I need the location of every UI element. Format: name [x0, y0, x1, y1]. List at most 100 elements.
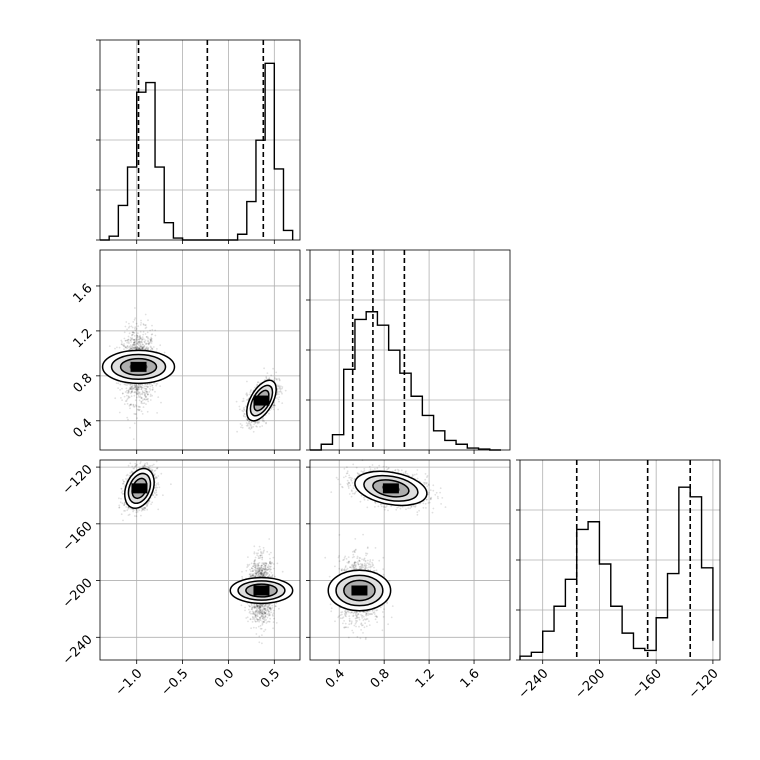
scatter-point	[130, 404, 133, 406]
scatter-point	[150, 339, 152, 342]
scatter-point	[146, 346, 148, 348]
scatter-point	[279, 390, 282, 393]
scatter-point	[129, 348, 132, 350]
scatter-point	[246, 419, 249, 421]
scatter-point	[124, 510, 126, 512]
density-peak	[253, 395, 270, 406]
scatter-point	[138, 509, 141, 512]
scatter-point	[142, 348, 145, 350]
scatter-point	[141, 391, 144, 394]
scatter-point	[139, 343, 142, 346]
scatter-point	[160, 401, 162, 404]
scatter-point	[150, 337, 153, 340]
scatter-point	[271, 574, 274, 576]
scatter-point	[152, 494, 155, 497]
scatter-point	[252, 430, 255, 433]
scatter-point	[123, 343, 125, 345]
scatter-point	[134, 343, 137, 346]
scatter-point	[133, 422, 136, 425]
scatter-point	[145, 390, 148, 393]
scatter-point	[135, 393, 138, 396]
scatter-point	[253, 560, 256, 563]
scatter-point	[120, 343, 123, 346]
scatter-point	[249, 390, 252, 392]
scatter-point	[126, 402, 129, 405]
scatter-point	[120, 397, 122, 399]
scatter-point	[130, 386, 133, 389]
scatter-point	[154, 477, 157, 480]
scatter-point	[134, 347, 137, 349]
scatter-point	[242, 400, 245, 402]
scatter-point	[137, 338, 140, 341]
scatter-point	[156, 486, 159, 489]
scatter-point	[127, 418, 129, 421]
scatter-point	[135, 413, 137, 415]
scatter-point	[146, 393, 149, 396]
scatter-point	[262, 546, 265, 549]
scatter-point	[134, 386, 137, 388]
scatter-point	[123, 345, 125, 347]
scatter-point	[144, 394, 147, 397]
scatter-point	[265, 422, 267, 425]
scatter-point	[138, 391, 141, 394]
scatter-point	[128, 332, 131, 335]
scatter-point	[129, 339, 132, 342]
scatter-point	[140, 402, 143, 405]
histogram-step	[310, 311, 502, 451]
scatter-point	[132, 331, 134, 334]
scatter-point	[144, 333, 147, 335]
scatter-point	[149, 464, 152, 467]
scatter-point	[139, 341, 141, 344]
scatter-point	[241, 424, 243, 427]
scatter-point	[124, 400, 127, 402]
scatter-point	[140, 337, 142, 340]
scatter-point	[141, 346, 144, 349]
scatter-point	[250, 425, 253, 427]
scatter-point	[134, 465, 137, 468]
scatter-point	[243, 408, 245, 411]
scatter-point	[135, 322, 138, 325]
scatter-point	[272, 408, 275, 411]
scatter-point	[126, 394, 128, 397]
scatter-point	[138, 342, 141, 344]
scatter-point	[118, 346, 121, 349]
scatter-point	[126, 339, 129, 342]
scatter-point	[147, 342, 150, 345]
scatter-point	[138, 409, 141, 412]
scatter-point	[269, 557, 271, 560]
scatter-point	[131, 333, 134, 336]
scatter-point	[142, 346, 145, 349]
scatter-point	[127, 326, 130, 329]
scatter-point	[134, 388, 136, 391]
scatter-point	[157, 508, 160, 511]
scatter-point	[144, 507, 147, 510]
scatter-point	[141, 336, 144, 338]
scatter-point	[253, 423, 256, 426]
scatter-point	[133, 343, 136, 346]
scatter-point	[155, 383, 158, 385]
scatter-point	[137, 341, 140, 344]
scatter-point	[145, 395, 148, 398]
scatter-point	[276, 391, 279, 394]
scatter-point	[121, 392, 124, 395]
scatter-point	[157, 483, 160, 486]
scatter-point	[144, 393, 147, 396]
scatter-point	[118, 411, 121, 414]
scatter-point	[136, 385, 139, 387]
scatter-point	[141, 384, 144, 386]
scatter-point	[238, 405, 241, 408]
scatter-point	[141, 399, 144, 401]
scatter-point	[144, 348, 147, 351]
scatter-point	[138, 338, 141, 341]
scatter-point	[125, 389, 128, 392]
scatter-point	[141, 347, 144, 349]
scatter-point	[278, 378, 281, 381]
scatter-point	[143, 509, 146, 511]
scatter-point	[256, 421, 259, 424]
scatter-point	[246, 616, 249, 619]
scatter-point	[143, 398, 146, 401]
scatter-point	[275, 371, 278, 374]
scatter-point	[148, 500, 151, 503]
scatter-point	[133, 332, 136, 334]
scatter-point	[139, 330, 142, 333]
